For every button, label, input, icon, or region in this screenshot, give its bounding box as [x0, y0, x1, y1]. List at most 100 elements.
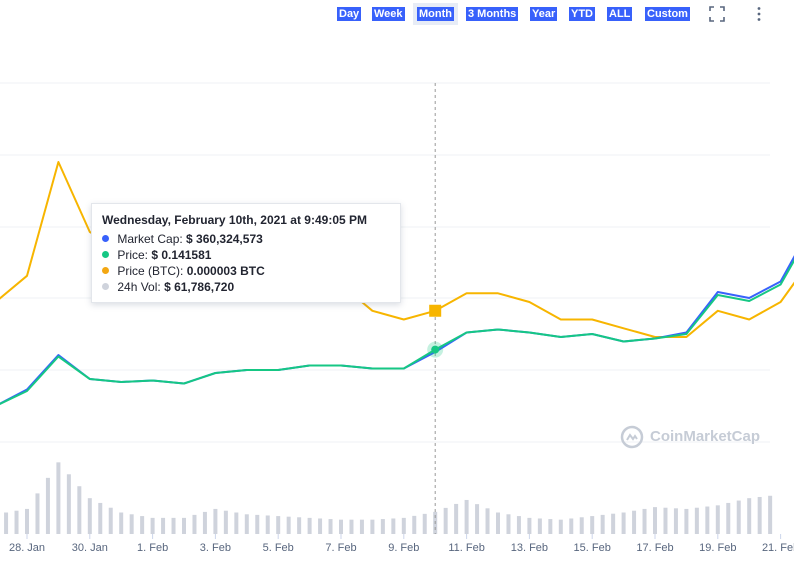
- volume-bar: [140, 516, 145, 534]
- volume-bar: [276, 516, 281, 534]
- tooltip-row-price: Price: $ 0.141581: [102, 247, 390, 263]
- volume-bar: [370, 519, 375, 534]
- volume-bar: [673, 508, 678, 534]
- volume-bar: [736, 500, 741, 534]
- volume-bar: [715, 505, 720, 534]
- volume-bar: [684, 508, 689, 534]
- range-button-custom[interactable]: Custom: [645, 7, 690, 21]
- market-cap-dot-icon: [102, 235, 109, 242]
- volume-bar: [726, 502, 731, 534]
- x-tick-label: 7. Feb: [325, 542, 356, 554]
- volume-bar: [516, 516, 521, 534]
- volume-bar: [328, 519, 333, 534]
- price-btc-marker: [429, 304, 442, 317]
- volume-bar: [171, 517, 176, 534]
- volume-bar: [694, 507, 699, 534]
- x-tick-label: 5. Feb: [263, 542, 294, 554]
- volume-bar: [496, 512, 500, 534]
- range-button-week[interactable]: Week: [372, 7, 405, 21]
- price-btc-dot-icon: [102, 267, 109, 274]
- volume-bar: [318, 518, 323, 534]
- tooltip-label: Price (BTC):: [117, 264, 184, 278]
- tooltip-row-market-cap: Market Cap: $ 360,324,573: [102, 231, 390, 247]
- volume-bar: [527, 517, 532, 534]
- x-tick-label: 30. Jan: [72, 542, 108, 554]
- volume-bar: [579, 517, 584, 534]
- range-button-year[interactable]: Year: [530, 7, 558, 21]
- x-tick-label: 11. Feb: [448, 542, 485, 554]
- volume-bar: [307, 517, 312, 534]
- volume-bar: [161, 517, 166, 534]
- volume-bar: [192, 514, 197, 534]
- volume-bar: [108, 507, 113, 534]
- volume-bar: [422, 513, 427, 534]
- range-button-all[interactable]: ALL: [607, 7, 633, 21]
- volume-bar: [653, 507, 657, 534]
- x-tick-label: 1. Feb: [137, 542, 168, 554]
- range-button-month[interactable]: Month: [417, 7, 454, 21]
- volume-bar: [255, 514, 260, 534]
- volume-bar: [35, 493, 40, 534]
- volume-bar: [705, 506, 710, 534]
- tooltip-value: $ 0.141581: [151, 248, 212, 262]
- fullscreen-icon[interactable]: [709, 6, 725, 22]
- x-tick-label: 28. Jan: [9, 542, 45, 554]
- volume-bar: [87, 498, 92, 534]
- tooltip-value: 0.000003 BTC: [186, 264, 265, 278]
- volume-bar: [4, 512, 9, 534]
- tooltip-title: Wednesday, February 10th, 2021 at 9:49:0…: [102, 213, 368, 227]
- price-marker: [431, 345, 440, 354]
- volume-bar: [600, 514, 605, 534]
- volume-bar: [412, 515, 417, 534]
- volume-bar: [286, 516, 291, 534]
- price-dot-icon: [102, 251, 109, 258]
- more-vertical-icon[interactable]: [751, 6, 767, 22]
- volume-bar: [663, 507, 668, 534]
- tooltip-row-price-btc: Price (BTC): 0.000003 BTC: [102, 263, 390, 279]
- volume-bar: [380, 519, 385, 534]
- volume-bar: [150, 517, 155, 534]
- coinmarketcap-logo-icon: [620, 425, 644, 449]
- volume-bar: [391, 518, 396, 534]
- range-button-day[interactable]: Day: [337, 7, 362, 21]
- tooltip-label: 24h Vol:: [117, 280, 161, 294]
- volume-bar: [129, 514, 134, 534]
- range-button-3-months[interactable]: 3 Months: [466, 7, 519, 21]
- volume-bar: [45, 477, 50, 534]
- volume-bar: [558, 519, 563, 534]
- tooltip-label: Market Cap:: [117, 232, 183, 246]
- volume-bar: [747, 498, 752, 534]
- hover-markers: [427, 304, 444, 358]
- volume-bar: [454, 503, 459, 534]
- series-line-price: [0, 258, 794, 406]
- volume-bar: [339, 519, 343, 534]
- volume-bar: [66, 474, 71, 534]
- x-tick-label: 21. Feb: [762, 542, 794, 554]
- volume-bar: [182, 517, 186, 534]
- volume-bar: [590, 516, 595, 534]
- volume-bar: [119, 512, 124, 534]
- volume-bar: [244, 514, 249, 534]
- volume-bar: [349, 519, 354, 534]
- volume-dot-icon: [102, 283, 109, 290]
- volume-bar: [213, 508, 218, 534]
- range-toolbar: Day Week Month 3 Months Year YTD ALL Cus…: [0, 0, 794, 30]
- volume-bar: [25, 508, 29, 534]
- volume-bar: [223, 510, 228, 534]
- volume-bar: [234, 512, 239, 534]
- x-tick-label: 17. Feb: [636, 542, 673, 554]
- x-tick-label: 3. Feb: [200, 542, 231, 554]
- volume-bar: [611, 513, 616, 534]
- tooltip-value: $ 61,786,720: [164, 280, 235, 294]
- volume-bar: [475, 504, 480, 534]
- tooltip-row-volume: 24h Vol: $ 61,786,720: [102, 279, 390, 295]
- volume-bar: [757, 496, 762, 534]
- volume-bar: [642, 508, 647, 534]
- volume-bar: [569, 518, 574, 534]
- volume-bar: [297, 517, 302, 534]
- x-tick-label: 19. Feb: [699, 542, 736, 554]
- range-button-ytd[interactable]: YTD: [569, 7, 595, 21]
- volume-bar: [77, 486, 82, 534]
- volume-bar: [359, 519, 364, 534]
- volume-bar: [537, 518, 542, 534]
